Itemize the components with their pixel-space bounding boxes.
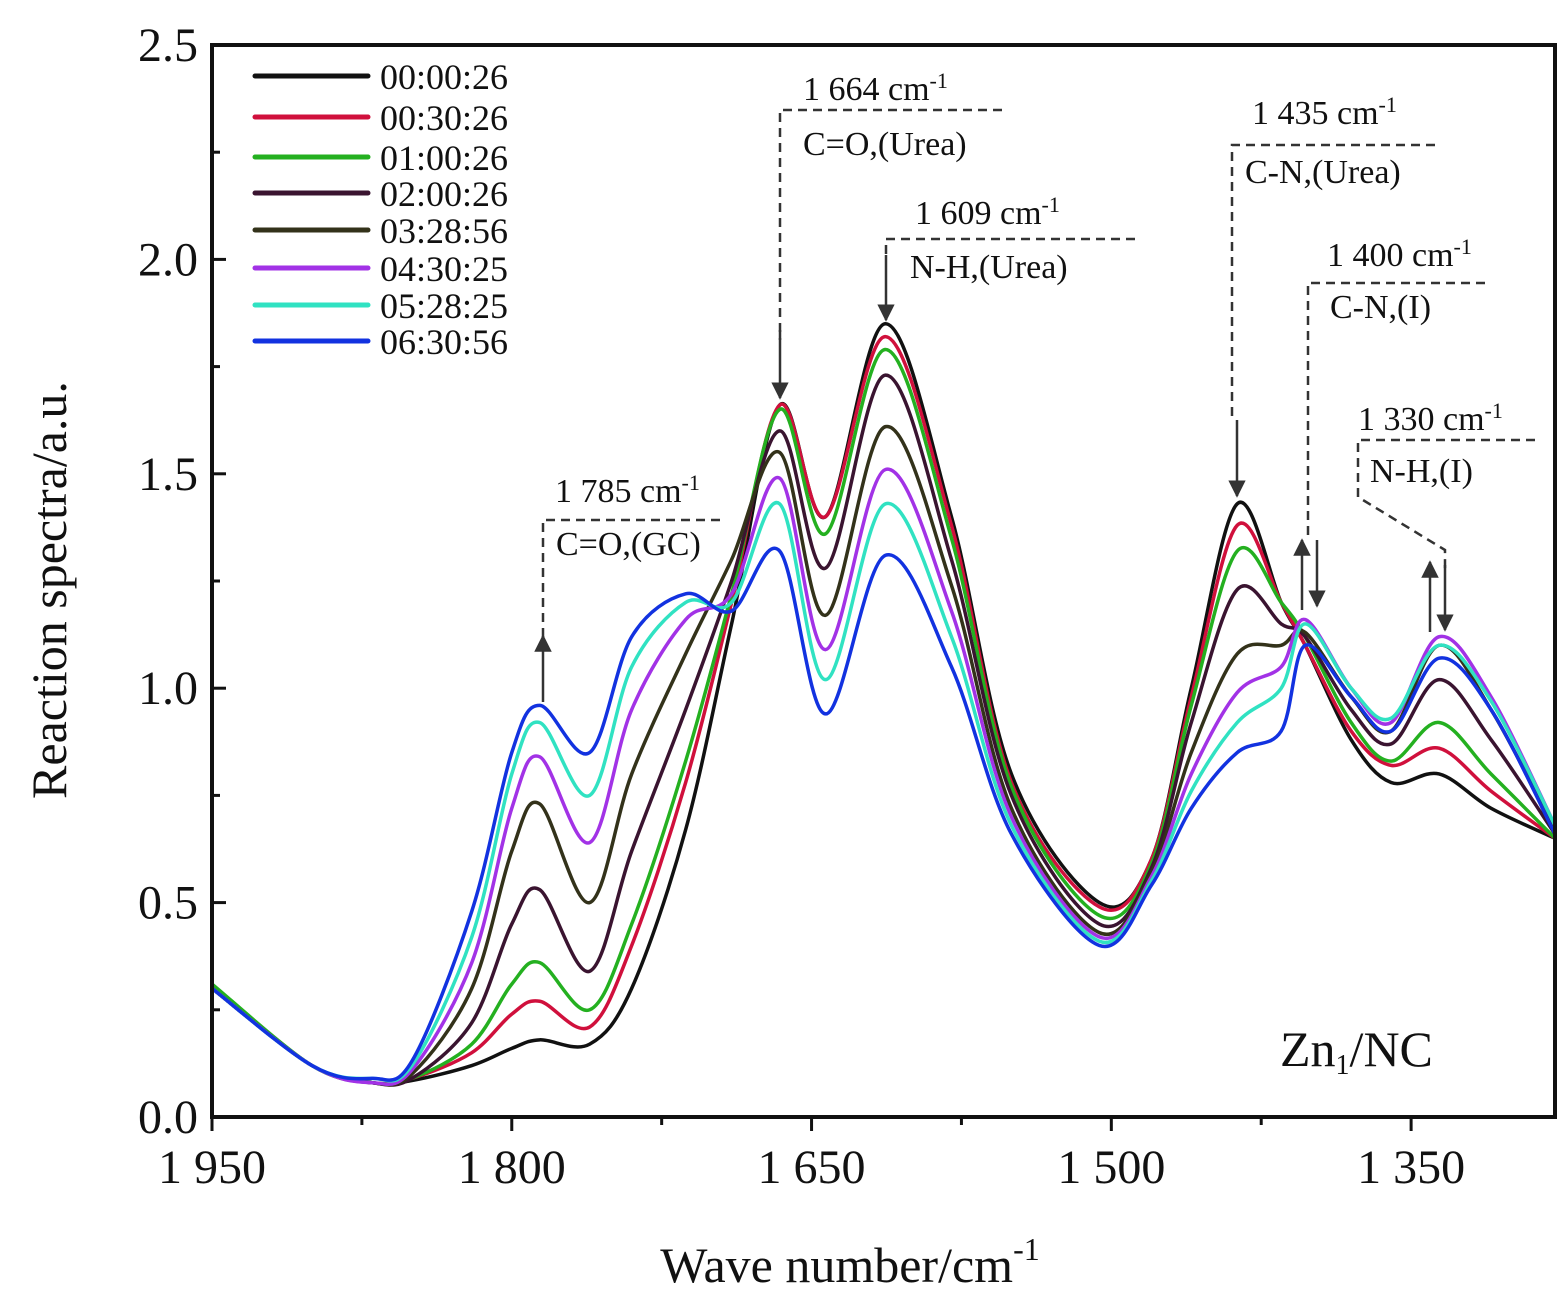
series-line-05-28-25 [210,500,1557,1083]
legend-item: 02:00:26 [252,174,508,214]
legend-label: 06:30:56 [380,322,508,362]
annotation-leader [884,237,1135,260]
legend-item: 00:30:26 [252,98,508,138]
y-tick-label: 0.0 [138,1091,198,1144]
annotation-assignment: C=O,(GC) [556,526,701,563]
x-tick-label: 1 500 [1057,1141,1165,1194]
legend: 00:00:2600:30:2601:00:2602:00:2603:28:56… [252,57,508,362]
x-tick-label: 1 350 [1357,1141,1465,1194]
y-tick-label: 2.0 [138,233,198,286]
annotation-assignment: N-H,(I) [1370,453,1473,490]
x-tick-label: 1 950 [158,1141,266,1194]
annotation-wavenumber: 1 785 cm-1 [555,470,700,510]
annotation-assignment: N-H,(Urea) [910,249,1068,286]
annotation-assignment: C=O,(Urea) [803,126,967,163]
legend-item: 05:28:25 [252,286,508,326]
annotation-leader [541,518,720,640]
series-line-04-30-25 [210,467,1557,1086]
legend-label: 02:00:26 [380,174,508,214]
legend-label: 00:00:26 [380,57,508,97]
legend-item: 00:00:26 [252,57,508,97]
y-tick-label: 1.0 [138,662,198,715]
ticks-layer: 0.0 0.5 1.0 1.5 2.0 2.5 1 950 1 800 1 650 1 500 1 … [138,19,1465,1194]
annotation-assignment: C-N,(Urea) [1245,154,1401,191]
series-line-01-00-26 [210,347,1557,1086]
legend-label: 05:28:25 [380,286,508,326]
legend-label: 00:30:26 [380,98,508,138]
annotation-leader [1356,438,1535,570]
y-tick-label: 2.5 [138,19,198,72]
annotation-1785: 1 785 cm-1 C=O,(GC) [534,470,720,702]
annotation-1435: 1 435 cm-1 C-N,(Urea) [1228,92,1435,498]
x-tick-label: 1 650 [758,1141,866,1194]
series-line-03-28-56 [210,424,1557,1087]
series-line-02-00-26 [210,373,1557,1087]
annotation-assignment: C-N,(I) [1330,289,1431,326]
annotation-wavenumber: 1 664 cm-1 [803,68,948,108]
annotation-1330: 1 330 cm-1 N-H,(I) [1356,398,1535,632]
annotation-leader [1306,281,1485,540]
x-tick-label: 1 800 [458,1141,566,1194]
legend-label: 01:00:26 [380,138,508,178]
sample-label: Zn1/NC [1280,1021,1433,1081]
annotation-leader [1230,143,1435,420]
x-axis-label: Wave number/cm-1 [660,1231,1039,1293]
annotation-wavenumber: 1 330 cm-1 [1358,398,1503,438]
series-line-06-30-56 [210,546,1557,1082]
y-axis-label: Reaction spectra/a.u. [21,381,77,799]
series-layer [210,321,1557,1087]
annotation-wavenumber: 1 435 cm-1 [1252,92,1397,132]
annotation-wavenumber: 1 400 cm-1 [1327,234,1472,274]
series-line-00-00-26 [210,321,1556,1086]
annotation-1609: 1 609 cm-1 N-H,(Urea) [877,192,1135,322]
legend-item: 06:30:56 [252,322,508,362]
legend-item: 03:28:56 [252,211,508,251]
annotation-1400: 1 400 cm-1 C-N,(I) [1293,234,1485,610]
annotation-1664: 1 664 cm-1 C=O,(Urea) [771,68,1002,400]
legend-item: 04:30:25 [252,249,508,289]
y-tick-label: 1.5 [138,448,198,501]
legend-label: 04:30:25 [380,249,508,289]
annotation-leader [778,108,1002,340]
legend-label: 03:28:56 [380,211,508,251]
annotation-wavenumber: 1 609 cm-1 [915,192,1060,232]
y-tick-label: 0.5 [138,877,198,930]
legend-item: 01:00:26 [252,138,508,178]
